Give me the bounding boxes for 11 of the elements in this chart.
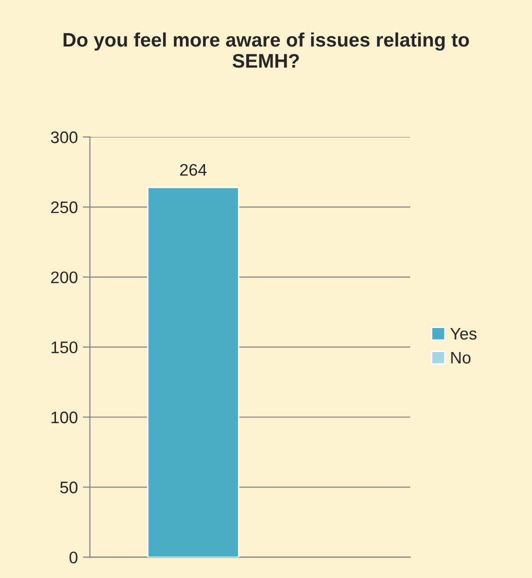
- y-tick-label: 300: [50, 131, 78, 144]
- legend-label: Yes: [450, 328, 477, 340]
- y-tick-label: 100: [52, 412, 78, 424]
- y-tick-label: 200: [51, 271, 78, 284]
- y-tick-label: 150: [52, 341, 78, 354]
- chart-title: Do you feel more aware of issues relating to SEMH?: [64, 32, 469, 68]
- data-label: 264: [180, 164, 207, 176]
- legend-label: No: [451, 352, 471, 364]
- y-tick-label: 0: [69, 552, 78, 564]
- y-tick-label: 250: [51, 201, 78, 214]
- y-tick-label: 50: [60, 482, 78, 494]
